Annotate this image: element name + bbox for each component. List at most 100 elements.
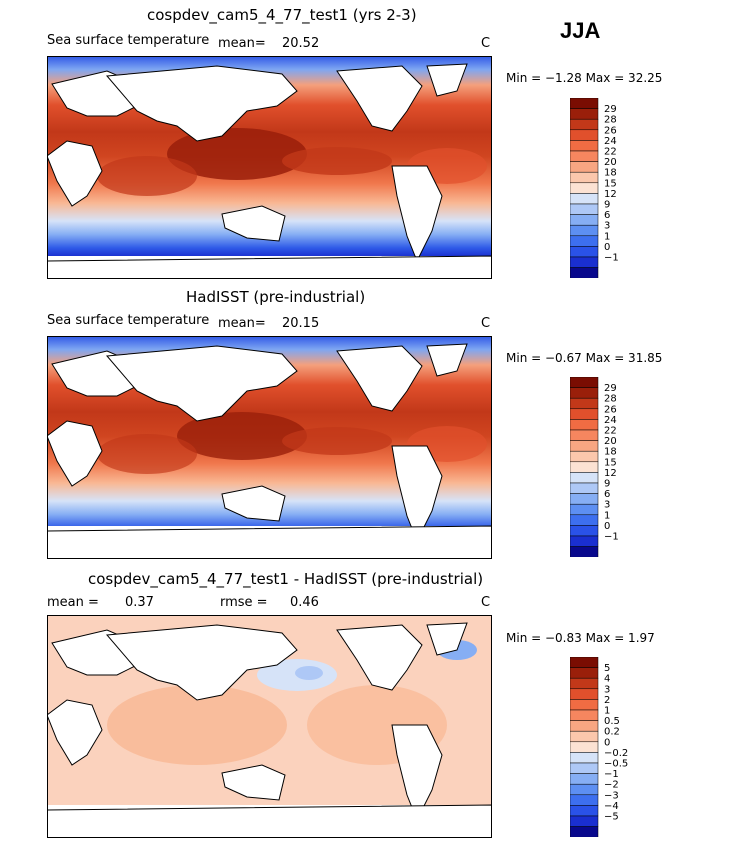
panel1-colorbar-swatch <box>569 224 599 237</box>
panel1-colorbar-swatch <box>569 171 599 184</box>
panel1-colorbar-tick-label: 3 <box>604 221 610 232</box>
panel3-colorbar-swatch <box>569 805 599 817</box>
panel3-colorbar-tick-label: −4 <box>604 801 619 812</box>
panel2-colorbar-swatch <box>569 440 599 452</box>
panel2-title: HadISST (pre-industrial) <box>186 288 366 306</box>
panel2-colorbar-tick-label: 0 <box>604 521 610 532</box>
panel3-map <box>47 615 492 838</box>
panel2-colorbar-tick-label: 15 <box>604 457 617 468</box>
panel3-colorbar-tick-label: 0.2 <box>604 727 620 738</box>
panel1-colorbar-swatch <box>569 150 599 162</box>
panel1-unit: C <box>481 36 491 51</box>
panel3-mean-label: mean = <box>47 595 99 610</box>
panel3-colorbar-swatch <box>569 720 599 732</box>
panel1-variable-label: Sea surface temperature <box>47 33 210 48</box>
panel3-colorbar: 5 4 3 2 1 0.5 0.2 0 −0.2 −0.5 −1 −2 −3 −4 −5 <box>569 656 650 841</box>
panel2-colorbar-swatch <box>569 397 599 410</box>
panel1-colorbar-swatch <box>569 129 599 141</box>
panel2-colorbar-swatch <box>569 482 599 494</box>
panel1-colorbar-tick-label: 29 <box>604 104 617 115</box>
panel3-colorbar-swatch <box>569 688 599 700</box>
panel1-colorbar-swatch <box>569 235 599 247</box>
panel1-colorbar-tick-label: 6 <box>604 210 610 221</box>
panel2-colorbar-tick-label: 6 <box>604 489 610 500</box>
panel3-colorbar-tick-label: 3 <box>604 684 610 695</box>
panel1-mean-value: 20.52 <box>282 36 320 51</box>
panel1-colorbar-swatch <box>569 108 599 120</box>
panel1-title: cospdev_cam5_4_77_test1 (yrs 2-3) <box>147 6 417 24</box>
panel3-colorbar-tick-label: 0 <box>604 737 610 748</box>
panel2-colorbar-tick-label: 9 <box>604 479 610 490</box>
panel3-colorbar-swatch <box>569 730 599 743</box>
panel1-colorbar-swatch <box>569 97 599 109</box>
panel2-colorbar-swatch <box>569 376 599 388</box>
panel1-colorbar-swatch <box>569 182 599 194</box>
panel3-colorbar-swatch <box>569 667 599 679</box>
panel1-colorbar-tick-label: 9 <box>604 200 610 211</box>
panel3-colorbar-tick-label: −2 <box>604 780 619 791</box>
panel1-minmax: Min = −1.28 Max = 32.25 <box>506 71 663 85</box>
panel3-colorbar-swatch <box>569 699 599 711</box>
panel3-colorbar-tick-label: 0.5 <box>604 716 620 727</box>
panel3-colorbar-tick-label: −5 <box>604 812 619 823</box>
panel2-colorbar-swatch <box>569 525 599 537</box>
panel3-colorbar-tick-label: −1 <box>604 769 619 780</box>
panel2-colorbar: 29 28 26 24 22 20 18 15 12 9 6 3 1 0 −1 <box>569 376 650 561</box>
panel2-colorbar-swatch <box>569 514 599 526</box>
panel1-colorbar-swatch <box>569 267 599 279</box>
panel1-colorbar-tick-label: 15 <box>604 178 617 189</box>
panel1-colorbar-tick-label: 20 <box>604 157 617 168</box>
panel2-colorbar-tick-label: 18 <box>604 447 617 458</box>
panel3-colorbar-tick-label: 5 <box>604 663 610 674</box>
panel1-colorbar-swatch <box>569 193 599 205</box>
panel1-colorbar-tick-label: −1 <box>604 253 619 264</box>
panel1-colorbar: 29 28 26 24 22 20 18 15 12 9 6 3 1 0 −1 <box>569 97 650 282</box>
panel2-colorbar-swatch <box>569 429 599 441</box>
panel3-colorbar-tick-label: −0.5 <box>604 759 628 770</box>
panel3-colorbar-tick-label: 1 <box>604 706 610 717</box>
panel2-minmax: Min = −0.67 Max = 31.85 <box>506 351 663 365</box>
panel1-colorbar-tick-label: 26 <box>604 125 617 136</box>
panel2-map <box>47 336 492 559</box>
panel3-colorbar-tick-label: 4 <box>604 674 610 685</box>
panel1-colorbar-tick-label: 0 <box>604 242 610 253</box>
panel3-colorbar-tick-label: −0.2 <box>604 748 628 759</box>
panel1-colorbar-tick-label: 22 <box>604 147 617 158</box>
panel3-title: cospdev_cam5_4_77_test1 - HadISST (pre-i… <box>88 570 484 588</box>
panel3-colorbar-swatch <box>569 762 599 774</box>
panel2-colorbar-tick-label: 24 <box>604 415 617 426</box>
panel2-colorbar-swatch <box>569 535 599 547</box>
panel2-colorbar-tick-label: 3 <box>604 500 610 511</box>
panel2-colorbar-swatch <box>569 461 599 473</box>
panel2-colorbar-swatch <box>569 408 599 420</box>
panel1-colorbar-swatch <box>569 246 599 258</box>
panel2-colorbar-tick-label: 12 <box>604 468 617 479</box>
season-label: JJA <box>560 18 601 43</box>
panel1-colorbar-swatch <box>569 256 599 268</box>
panel2-colorbar-swatch <box>569 450 599 463</box>
panel1-colorbar-tick-label: 1 <box>604 231 610 242</box>
panel3-colorbar-swatch <box>569 783 599 796</box>
panel2-unit: C <box>481 316 491 331</box>
panel3-colorbar-swatch <box>569 794 599 806</box>
panel1-colorbar-swatch <box>569 161 599 173</box>
panel1-colorbar-swatch <box>569 140 599 152</box>
panel3-mean-value: 0.37 <box>125 595 154 610</box>
panel2-colorbar-swatch <box>569 546 599 558</box>
panel2-colorbar-tick-label: −1 <box>604 532 619 543</box>
panel3-rmse-label: rmse = <box>220 595 268 610</box>
panel3-colorbar-swatch <box>569 815 599 827</box>
panel3-unit: C <box>481 595 491 610</box>
panel3-colorbar-tick-label: 2 <box>604 695 610 706</box>
panel1-colorbar-swatch <box>569 214 599 226</box>
panel3-colorbar-swatch <box>569 826 599 838</box>
panel3-colorbar-swatch <box>569 773 599 785</box>
panel1-colorbar-tick-label: 28 <box>604 115 617 126</box>
panel2-colorbar-swatch <box>569 387 599 399</box>
panel2-colorbar-tick-label: 1 <box>604 510 610 521</box>
panel1-colorbar-tick-label: 18 <box>604 168 617 179</box>
panel2-colorbar-tick-label: 26 <box>604 404 617 415</box>
panel1-colorbar-tick-label: 12 <box>604 189 617 200</box>
panel2-variable-label: Sea surface temperature <box>47 313 210 328</box>
